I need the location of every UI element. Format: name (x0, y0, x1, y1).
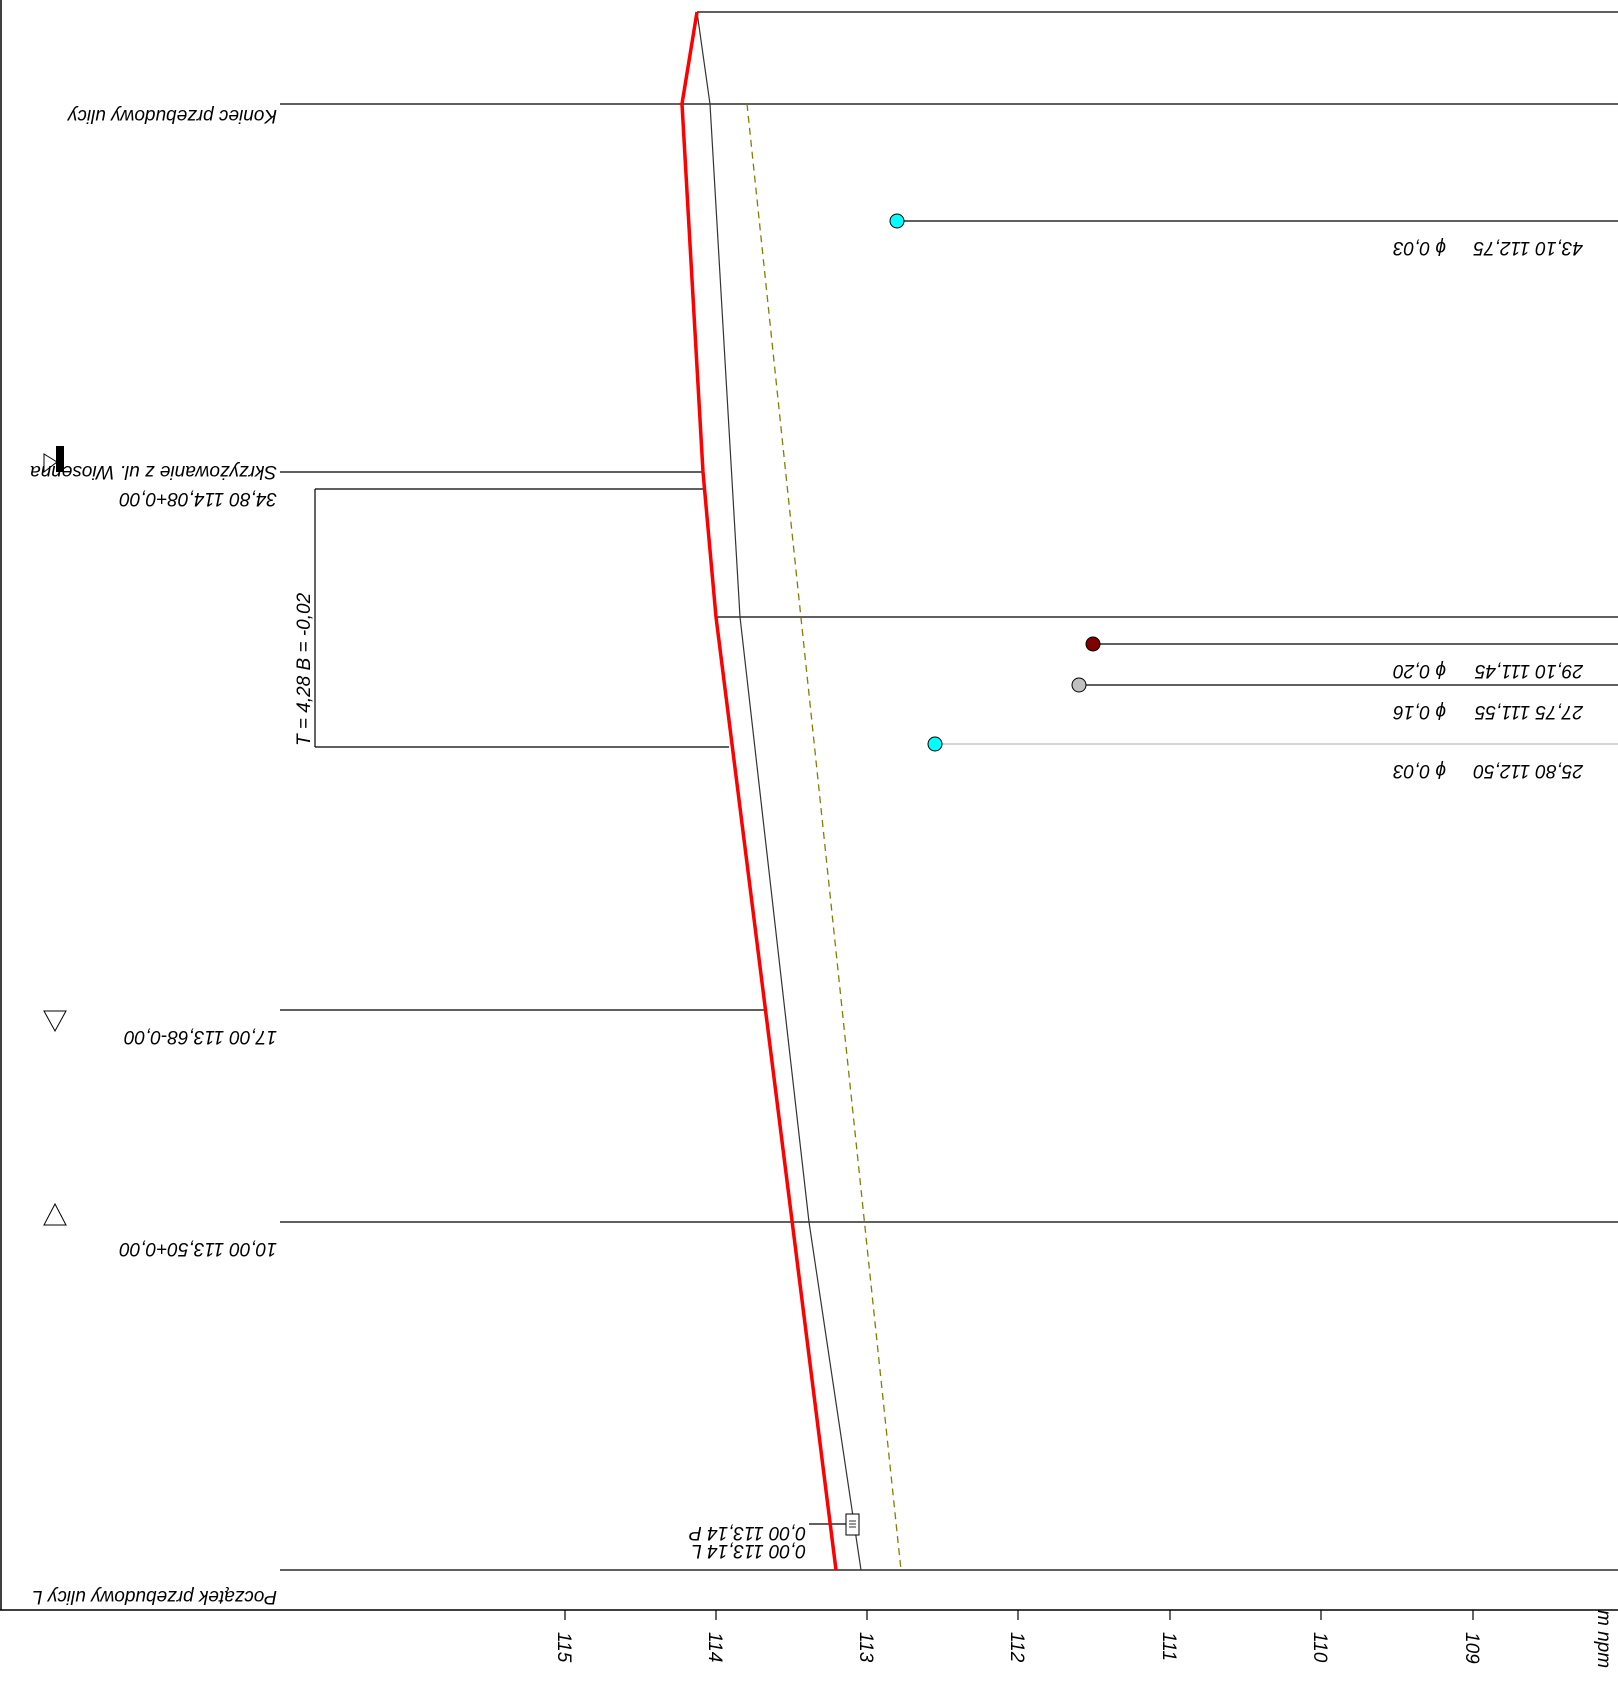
tick-label-110: 110 (1309, 1632, 1330, 1663)
tick-label-115: 115 (553, 1632, 574, 1663)
high-point-label: 10,00 113,50+0,00 (119, 1238, 277, 1259)
utility-marker-cyan-2 (927, 736, 943, 752)
terrain-line (696, 11, 862, 1571)
utility-diameter-3: ϕ 0,16 (1393, 701, 1446, 722)
low-point-label: 17,00 113,68-0,00 (124, 1026, 277, 1047)
utility-label-4: 25,80 112,50 (1473, 760, 1584, 781)
utility-diameter-2: ϕ 0,20 (1393, 660, 1446, 681)
utility-marker-gray (1071, 677, 1087, 693)
end-of-reconstruction-label: Koniec przebudowy ulicy (66, 105, 277, 126)
utility-label-3: 27,75 111,55 (1474, 701, 1584, 722)
tick-label-114: 114 (704, 1632, 725, 1662)
inlet-icon (845, 1513, 860, 1536)
junction-label: Skrzyżowanie z ul. Wiosenna (30, 461, 277, 482)
design-grade-line (680, 11, 838, 1571)
utility-lines (897, 220, 1618, 745)
inlet-right-label: 0,00 113,14 P (689, 1522, 806, 1543)
junction-marker-icon (43, 446, 64, 474)
dashed-reference-line (746, 103, 902, 1571)
triangle-up-icon (43, 1202, 67, 1226)
utility-label-2: 29,10 111,45 (1474, 660, 1584, 681)
utility-label-1: 43,10 112,75 (1473, 237, 1583, 258)
start-of-reconstruction-label: Początek przebudowy ulicy L (32, 1586, 277, 1607)
tick-label-113: 113 (855, 1632, 876, 1663)
utility-marker-cyan-1 (889, 213, 905, 229)
utility-diameter-4: ϕ 0,03 (1393, 760, 1446, 781)
utility-diameter-1: ϕ 0,03 (1393, 237, 1446, 258)
triangle-down-icon (43, 1010, 67, 1033)
junction-value-label: 34,80 114,08+0,00 (119, 488, 277, 509)
inlet-left-label: 0,00 113,14 L (691, 1540, 806, 1561)
vertical-curve-label: T = 4,28 B = -0,02 (294, 592, 315, 746)
station-lines (280, 11, 1618, 1571)
tick-label-109: 109 (1461, 1632, 1482, 1664)
axis-ticks (564, 1610, 1474, 1620)
tick-label-112: 112 (1006, 1632, 1027, 1663)
axis-unit-label: m npm (1593, 1610, 1614, 1668)
utility-marker-darkred (1085, 636, 1101, 652)
tick-label-111: 111 (1158, 1632, 1179, 1661)
